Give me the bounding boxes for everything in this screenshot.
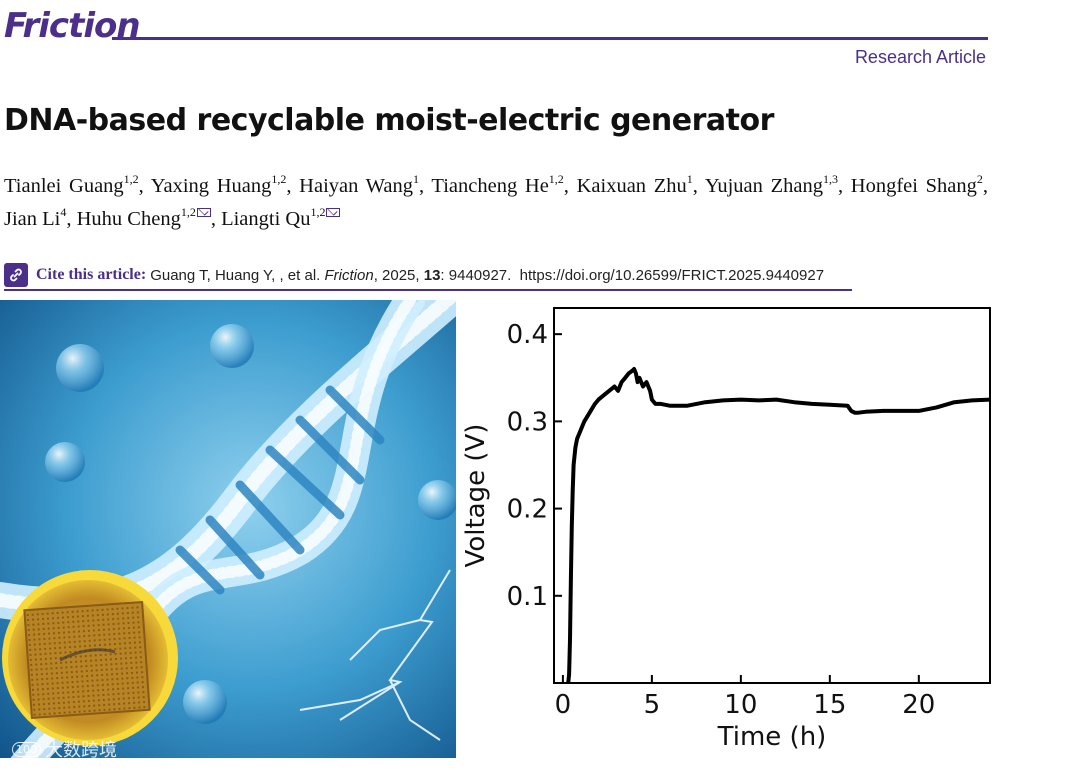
author: Hongfei Shang2 bbox=[850, 172, 983, 197]
author-affiliation: 1,2 bbox=[548, 172, 564, 186]
x-tick-label: 20 bbox=[902, 690, 935, 720]
plot-frame bbox=[553, 307, 991, 684]
cite-label: Cite this article: bbox=[36, 266, 147, 283]
author-name: Yujuan Zhang bbox=[704, 175, 823, 197]
author-affiliation: 4 bbox=[60, 205, 67, 219]
author-affiliation: 1 bbox=[686, 172, 693, 186]
y-axis-label: Voltage (V) bbox=[462, 424, 491, 568]
author-affiliation: 1 bbox=[412, 172, 419, 186]
cite-article: : 9440927. bbox=[440, 266, 512, 284]
author-affiliation: 1,2 bbox=[310, 205, 326, 219]
x-tick-label: 10 bbox=[724, 690, 757, 720]
author: Tianlei Guang1,2 bbox=[4, 172, 139, 197]
dna-illustration bbox=[0, 300, 456, 758]
author-name: Liangti Qu bbox=[221, 208, 311, 230]
x-axis-label: Time (h) bbox=[717, 722, 827, 752]
cite-year: , 2025, bbox=[373, 266, 420, 284]
cite-doi-link[interactable]: https://doi.org/10.26599/FRICT.2025.9440… bbox=[519, 266, 825, 284]
citation: Cite this article: Guang T, Huang Y, , e… bbox=[4, 262, 824, 288]
y-tick-label: 0.4 bbox=[507, 320, 548, 350]
watermark-text: 大数跨境 bbox=[45, 740, 117, 761]
article-title: DNA-based recyclable moist-electric gene… bbox=[4, 103, 774, 138]
series-line bbox=[566, 367, 991, 684]
author: Tiancheng He1,2 bbox=[431, 172, 564, 197]
author: Yujuan Zhang1,3 bbox=[704, 172, 838, 197]
x-tick-label: 0 bbox=[555, 690, 572, 720]
author-name: Hongfei Shang bbox=[850, 175, 977, 197]
author-name: Tianlei Guang bbox=[4, 175, 124, 197]
author-name: Jian Li bbox=[4, 208, 61, 230]
y-tick-label: 0.1 bbox=[507, 582, 548, 612]
author-affiliation: 1,2 bbox=[123, 172, 139, 186]
author: Kaixuan Zhu1 bbox=[576, 172, 693, 197]
watermark-logo: 100 bbox=[12, 741, 41, 757]
author-affiliation: 1,2 bbox=[180, 205, 196, 219]
citation-rule bbox=[4, 289, 852, 291]
cite-volume: 13 bbox=[423, 266, 441, 284]
author-name: Yaxing Huang bbox=[150, 175, 272, 197]
author-name: Huhu Cheng bbox=[76, 208, 181, 230]
author-name: Tiancheng He bbox=[431, 175, 549, 197]
header-rule bbox=[112, 37, 988, 40]
author-affiliation: 1,3 bbox=[822, 172, 838, 186]
author: Huhu Cheng1,2 bbox=[76, 205, 211, 230]
author-list: Tianlei Guang1,2, Yaxing Huang1,2, Haiya… bbox=[4, 172, 988, 230]
link-icon[interactable] bbox=[4, 263, 28, 287]
author-affiliation: 2 bbox=[976, 172, 983, 186]
author-affiliation: 1,2 bbox=[271, 172, 287, 186]
author: Liangti Qu1,2 bbox=[221, 205, 341, 230]
voltage-chart: 0 5 10 15 20 0.1 0.2 0.3 0.4 Time (h) Voltage (V… bbox=[462, 307, 991, 752]
x-tick-label: 15 bbox=[813, 690, 846, 720]
y-tick-label: 0.3 bbox=[507, 407, 548, 437]
email-icon[interactable] bbox=[326, 208, 341, 217]
article-type: Research Article bbox=[854, 47, 986, 67]
cite-journal: Friction bbox=[324, 266, 374, 284]
watermark: 100 大数跨境 bbox=[12, 736, 117, 762]
journal-name: Friction bbox=[4, 6, 141, 46]
y-tick-label: 0.2 bbox=[507, 495, 548, 525]
author-name: Kaixuan Zhu bbox=[576, 175, 687, 197]
author: Jian Li4 bbox=[4, 205, 67, 230]
email-icon[interactable] bbox=[196, 208, 211, 217]
author: Yaxing Huang1,2 bbox=[150, 172, 287, 197]
cite-authors: Guang T, Huang Y, , et al. bbox=[150, 266, 321, 284]
author-name: Haiyan Wang bbox=[299, 175, 413, 197]
x-tick-label: 5 bbox=[644, 690, 661, 720]
author: Haiyan Wang1 bbox=[299, 172, 419, 197]
